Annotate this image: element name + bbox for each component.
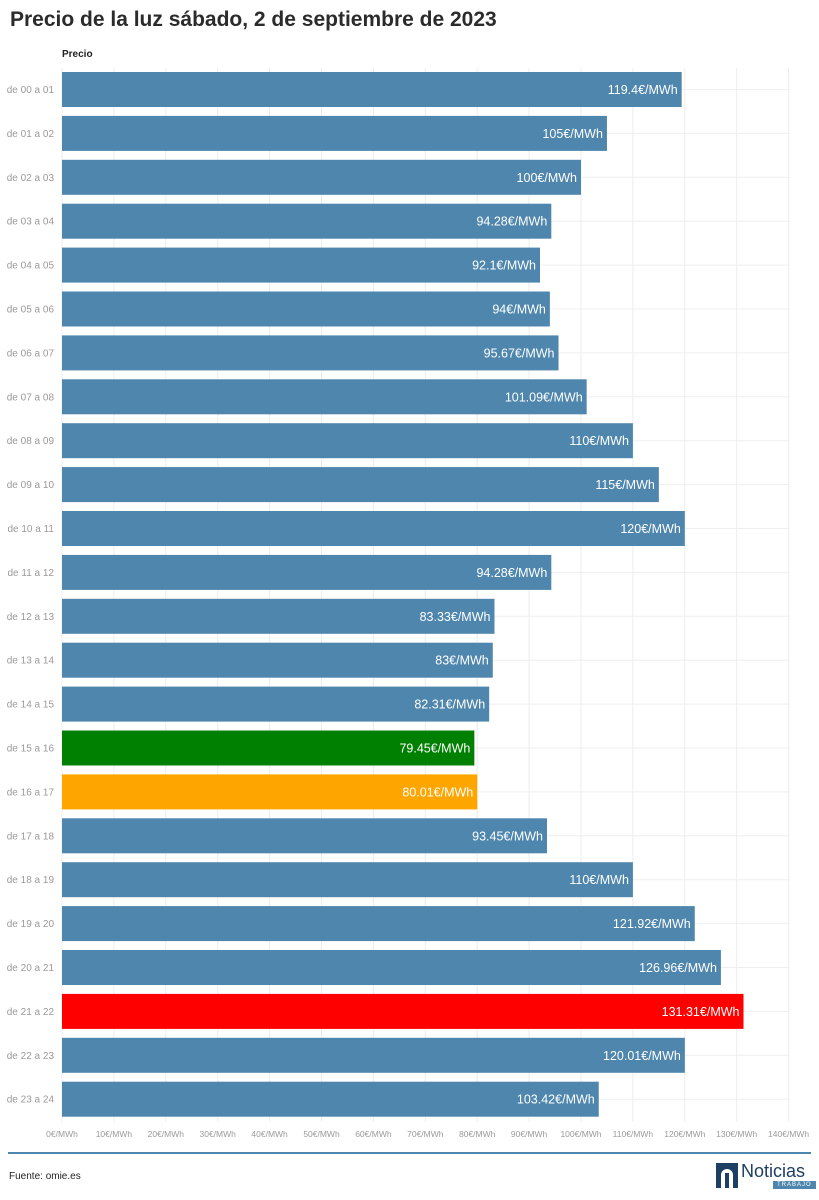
bar-value-label: 103.42€/MWh (517, 1093, 595, 1107)
bar (62, 642, 493, 678)
category-label: de 10 a 11 (7, 524, 54, 535)
category-label: de 21 a 22 (7, 1007, 55, 1018)
bar-value-label: 79.45€/MWh (399, 742, 470, 756)
bar (62, 730, 475, 766)
bar (62, 115, 607, 151)
bar-value-label: 93.45€/MWh (472, 829, 543, 843)
category-label: de 09 a 10 (7, 480, 55, 491)
x-axis-ticks: 0€/MWh 10€/MWh 20€/MWh 30€/MWh 40€/MWh 50€/MW… (46, 1129, 809, 1139)
category-labels: de 00 a 01 de 01 a 02 de 02 a 03 de 03 a 04… (7, 85, 55, 1106)
logo-wordmark: Noticias (741, 1161, 806, 1181)
bar (62, 335, 559, 371)
bar-value-label: 80.01€/MWh (402, 785, 473, 799)
category-label: de 01 a 02 (7, 129, 55, 140)
footer-divider (8, 1152, 811, 1154)
category-label: de 13 a 14 (7, 656, 55, 667)
bar (62, 159, 581, 195)
category-label: de 22 a 23 (7, 1051, 55, 1062)
bar-chart: Precio 119.4€/MWh 105€/MWh 100€/MWh 94.28€/… (7, 49, 810, 1139)
chart-title: Precio de la luz sábado, 2 de septiembre… (10, 8, 497, 31)
bar-value-label: 110€/MWh (569, 434, 629, 448)
bar-value-label: 126.96€/MWh (639, 961, 717, 975)
bar-value-label: 110€/MWh (569, 873, 629, 887)
category-label: de 20 a 21 (7, 963, 55, 974)
bar (62, 1081, 599, 1117)
category-label: de 00 a 01 (7, 85, 55, 96)
category-label: de 15 a 16 (7, 744, 55, 755)
bar-value-label: 92.1€/MWh (472, 259, 536, 273)
category-label: de 16 a 17 (7, 787, 55, 798)
bars: 119.4€/MWh 105€/MWh 100€/MWh 94.28€/MWh 92.1… (62, 72, 744, 1117)
category-label: de 02 a 03 (7, 173, 55, 184)
bar-value-label: 94€/MWh (492, 303, 546, 317)
bar (62, 379, 587, 415)
category-label: de 08 a 09 (7, 436, 55, 447)
category-label: de 14 a 15 (7, 700, 55, 711)
x-tick-label: 100€/MWh (560, 1129, 601, 1139)
bar (62, 203, 552, 239)
x-tick-label: 30€/MWh (200, 1129, 237, 1139)
bar (62, 467, 659, 503)
x-tick-label: 120€/MWh (664, 1129, 705, 1139)
bar (62, 247, 540, 283)
bar (62, 818, 548, 854)
bar-value-label: 115€/MWh (595, 478, 655, 492)
bar (62, 906, 695, 942)
bar-value-label: 94.28€/MWh (476, 215, 547, 229)
bar-value-label: 120.01€/MWh (603, 1049, 681, 1063)
bar-value-label: 95.67€/MWh (484, 346, 555, 360)
series-header: Precio (62, 49, 93, 60)
x-tick-label: 20€/MWh (148, 1129, 185, 1139)
bar (62, 598, 495, 634)
x-tick-label: 40€/MWh (251, 1129, 288, 1139)
bar-value-label: 131.31€/MWh (662, 1005, 740, 1019)
logo-icon (716, 1163, 738, 1188)
bar (62, 423, 633, 459)
x-tick-label: 70€/MWh (407, 1129, 444, 1139)
x-tick-label: 130€/MWh (716, 1129, 757, 1139)
source-note: Fuente: omie.es (9, 1171, 81, 1182)
bar (62, 950, 721, 985)
bar-value-label: 94.28€/MWh (476, 566, 547, 580)
category-label: de 19 a 20 (7, 919, 55, 930)
bar (62, 862, 633, 898)
bar (62, 686, 490, 722)
bar-value-label: 83.33€/MWh (420, 610, 491, 624)
bar (62, 291, 550, 327)
x-tick-label: 140€/MWh (768, 1129, 809, 1139)
category-label: de 18 a 19 (7, 875, 55, 886)
x-tick-label: 60€/MWh (355, 1129, 392, 1139)
bar (62, 1037, 685, 1073)
bar-value-label: 120€/MWh (620, 522, 680, 536)
x-tick-label: 50€/MWh (303, 1129, 340, 1139)
bar-value-label: 82.31€/MWh (414, 698, 485, 712)
bar (62, 774, 478, 810)
bar-value-label: 101.09€/MWh (505, 390, 583, 404)
category-label: de 23 a 24 (7, 1095, 55, 1106)
bar (62, 993, 744, 1029)
x-tick-label: 90€/MWh (511, 1129, 548, 1139)
bar (62, 72, 682, 107)
x-tick-label: 0€/MWh (46, 1129, 78, 1139)
category-label: de 17 a 18 (7, 831, 55, 842)
bar (62, 511, 685, 546)
category-label: de 07 a 08 (7, 392, 55, 403)
bar-value-label: 121.92€/MWh (613, 917, 691, 931)
category-label: de 06 a 07 (7, 348, 55, 359)
category-label: de 11 a 12 (7, 568, 54, 579)
bar (62, 554, 552, 590)
logo-subtitle: TRABAJO (773, 1181, 816, 1189)
bar-value-label: 83€/MWh (435, 654, 489, 668)
category-label: de 05 a 06 (7, 305, 55, 316)
bar-value-label: 105€/MWh (542, 127, 602, 141)
category-label: de 12 a 13 (7, 612, 55, 623)
x-tick-label: 80€/MWh (459, 1129, 496, 1139)
bar-value-label: 100€/MWh (517, 171, 577, 185)
category-label: de 04 a 05 (7, 261, 55, 272)
category-label: de 03 a 04 (7, 217, 55, 228)
bar-value-label: 119.4€/MWh (608, 83, 678, 97)
x-tick-label: 110€/MWh (613, 1129, 654, 1139)
x-tick-label: 10€/MWh (96, 1129, 133, 1139)
